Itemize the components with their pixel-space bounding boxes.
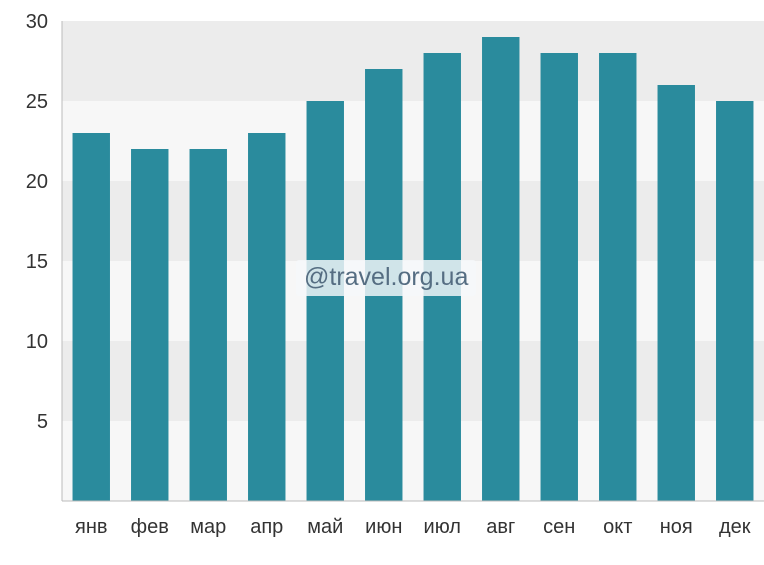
y-tick-label: 25 — [26, 91, 48, 113]
x-category-label: май — [307, 516, 343, 538]
grid-band — [62, 21, 764, 101]
x-category-label: окт — [603, 516, 632, 538]
grid-band — [62, 101, 764, 181]
bar-7 — [482, 37, 520, 501]
bar-1 — [131, 149, 169, 501]
x-category-label: июл — [424, 516, 461, 538]
x-category-label: ноя — [660, 516, 693, 538]
bar-10 — [657, 85, 695, 501]
y-tick-label: 30 — [26, 11, 48, 33]
axes — [61, 21, 764, 502]
bar-4 — [306, 101, 344, 501]
y-tick-label: 5 — [37, 411, 48, 433]
x-category-label: авг — [486, 516, 515, 538]
y-tick-label: 20 — [26, 171, 48, 193]
bar-series — [72, 37, 754, 501]
bar-0 — [72, 133, 110, 501]
grid-band — [62, 421, 764, 501]
bar-11 — [716, 101, 754, 501]
y-axis-ticks: 5 10 15 20 25 30 — [26, 11, 48, 433]
bar-2 — [189, 149, 227, 501]
watermark-text: @travel.org.ua — [296, 260, 477, 296]
x-category-label: мар — [190, 516, 226, 538]
x-category-label: фев — [131, 516, 169, 538]
x-category-label: янв — [75, 516, 108, 538]
y-tick-label: 10 — [26, 331, 48, 353]
x-category-label: апр — [250, 516, 283, 538]
bar-3 — [248, 133, 286, 501]
grid-band — [62, 341, 764, 421]
bar-8 — [540, 53, 578, 501]
x-category-label: июн — [365, 516, 402, 538]
x-category-label: сен — [543, 516, 575, 538]
bar-9 — [599, 53, 637, 501]
y-tick-label: 15 — [26, 251, 48, 273]
x-axis-labels: янв фев мар апр май июн июл авг сен окт ноя дек — [75, 516, 751, 538]
x-category-label: дек — [719, 516, 751, 538]
grid-band — [62, 181, 764, 261]
